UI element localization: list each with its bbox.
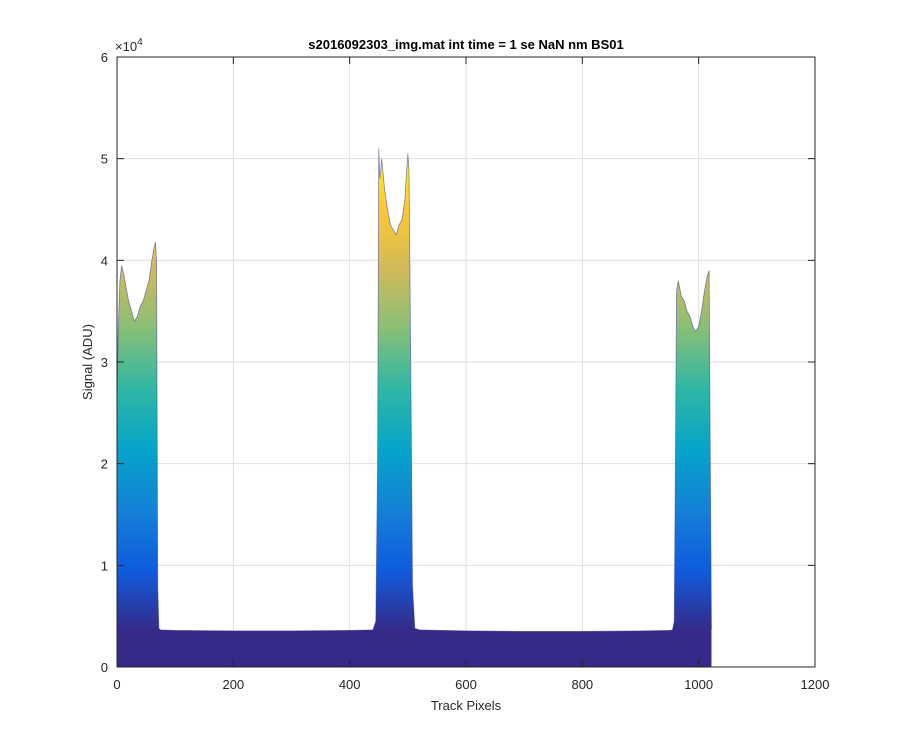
y-axis-exponent: ×104 (115, 37, 143, 54)
y-tick-label: 6 (101, 50, 108, 65)
x-axis: 0 200 400 600 800 1000 1200 (113, 57, 829, 692)
y-tick-label: 2 (101, 457, 108, 472)
y-axis-label: Signal (ADU) (80, 324, 95, 400)
series-line (116, 148, 712, 632)
y-exponent-base: ×10 (115, 39, 137, 54)
chart-title: s2016092303_img.mat int time = 1 se NaN … (308, 37, 623, 52)
y-exponent-power: 4 (137, 37, 143, 48)
x-tick-label: 400 (339, 677, 361, 692)
y-tick-label: 5 (101, 152, 108, 167)
series-layer (116, 148, 712, 667)
x-tick-label: 600 (455, 677, 477, 692)
x-axis-label: Track Pixels (431, 698, 502, 713)
y-tick-label: 3 (101, 355, 108, 370)
x-tick-label: 0 (113, 677, 120, 692)
y-tick-label: 1 (101, 558, 108, 573)
y-tick-label: 4 (101, 253, 108, 268)
x-tick-label: 200 (222, 677, 244, 692)
y-axis: 0 1 2 3 4 5 6 (101, 50, 815, 675)
x-tick-label: 1200 (801, 677, 830, 692)
x-tick-label: 800 (571, 677, 593, 692)
y-tick-label: 0 (101, 660, 108, 675)
x-tick-label: 1000 (684, 677, 713, 692)
